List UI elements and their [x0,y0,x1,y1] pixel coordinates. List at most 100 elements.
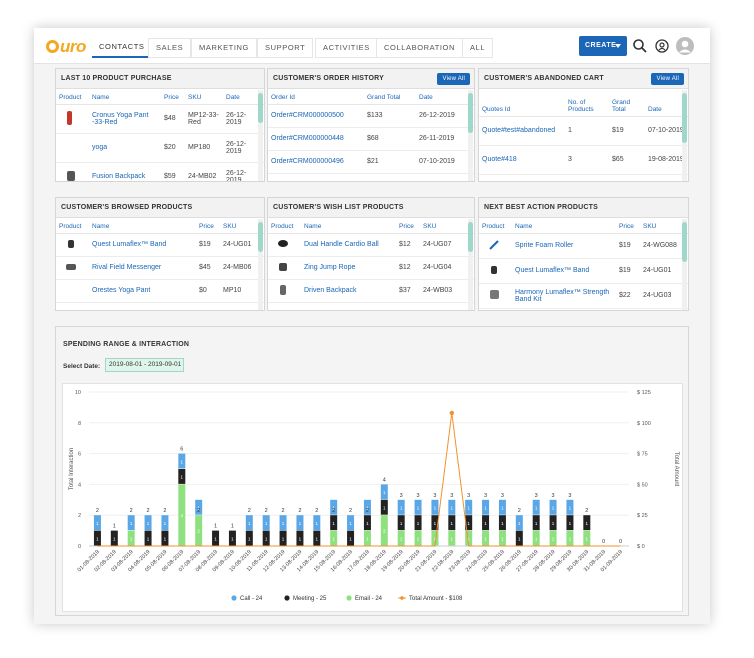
bar-segment-label: 1 [400,506,403,511]
product-name-link[interactable]: Rival Field Messenger [89,256,196,280]
table-row[interactable]: Quote#418 3 $65 19-08-2019 [479,145,688,175]
bar-segment-label: 1 [451,506,454,511]
table-row[interactable]: Quest Lumaflex™ Band $19 24-UG01 [56,233,264,257]
table-row[interactable]: Order#CRM000000500 $133 26-12-2019 [268,104,474,128]
foam-roller-image-icon [489,239,499,250]
table-row[interactable]: Dual Handle Cardio Ball $12 24-UG07 [268,233,474,257]
table-row[interactable]: Order#CRM000000443$2112-09-2019 [268,173,474,181]
table-row[interactable]: Zing Jump Rope $12 24-UG04 [268,256,474,280]
order-id-link[interactable]: Order#CRM000000500 [268,104,364,128]
nav-tab-support[interactable]: SUPPORT [257,38,314,58]
product-price [196,302,220,310]
bar-segment-label: 1 [434,536,437,541]
help-icon[interactable] [654,38,670,54]
order-id-link[interactable]: Order#CRM000000496 [268,150,364,174]
brand-logo[interactable]: uro [46,37,86,57]
product-thumbnail [268,256,301,280]
bar-segment-label: 1 [349,536,352,541]
product-name-link[interactable] [89,302,196,310]
nav-tab-marketing[interactable]: MARKETING [191,38,257,58]
nav-tab-contacts[interactable]: CONTACTS [92,38,152,58]
table-row[interactable] [268,302,474,310]
bar-segment-label: 1 [434,521,437,526]
bar-segment [380,515,388,546]
bar-segment [161,515,169,531]
table-row[interactable]: Fusion Backpack $59 24-MB02 26-12-2019 [56,162,264,181]
bar-segment [363,515,371,531]
bar-total-label: 3 [568,493,571,499]
table-row[interactable]: yoga $20 MP180 26-12-2019 [56,133,264,163]
product-name-link[interactable]: Cronus Yoga Pant -33-Red [89,104,161,134]
band-kit-image-icon [490,290,499,299]
nav-tab-all[interactable]: ALL [462,38,494,58]
scrollbar-thumb[interactable] [682,93,687,143]
scrollbar-thumb[interactable] [258,93,263,123]
column-header: Price [196,218,220,234]
product-name-link[interactable] [301,302,396,310]
bar-segment-label: 1 [96,521,99,526]
bar-segment-label: 1 [332,536,335,541]
table-row[interactable]: Order#CRM000000448 $68 26-11-2019 [268,127,474,151]
product-name-link[interactable]: Orestes Yoga Pant [89,279,196,303]
user-avatar-icon[interactable] [676,37,694,55]
table-row[interactable]: Quote#test#abandoned 1 $19 07-10-2019 [479,116,688,146]
product-name-link[interactable]: Fusion Backpack [89,162,161,181]
view-all-button[interactable]: View All [437,73,470,85]
bar-segment [262,530,270,546]
table-row[interactable]: Quest Lumaflex™ Band $19 24-UG01 [479,258,688,284]
bar-segment [448,515,456,531]
bar-total-label: 3 [417,493,420,499]
table-row[interactable]: Rival Field Messenger $45 24-MB06 [56,256,264,280]
bar-segment [448,530,456,546]
bag-image-icon [66,263,76,270]
product-name-link[interactable]: Sprite Foam Roller [512,233,616,259]
nav-tab-collaboration[interactable]: COLLABORATION [376,38,464,58]
column-header: SKU [640,218,688,234]
view-all-button[interactable]: View All [651,73,684,85]
product-name-link[interactable]: Quest Lumaflex™ Band [512,258,616,284]
date-range-picker[interactable]: 2019-08-01 - 2019-09-01 [105,358,184,372]
create-button[interactable]: CREATE [579,36,627,56]
purchase-date: 26-12-2019 [223,104,264,134]
table-row[interactable]: 24- [56,302,264,310]
bar-segment [465,530,473,546]
nav-tab-activities[interactable]: ACTIVITIES [315,38,378,58]
column-header: Name [512,218,616,234]
abandoned-cart-table: Quotes Id No. of Products Grand Total Da… [479,89,688,175]
table-row[interactable]: Sprite Foam Roller $19 24-WG088 [479,233,688,259]
product-name-link[interactable]: yoga [89,133,161,163]
product-name-link[interactable]: Zing Jump Rope [301,256,396,280]
quote-total: $65 [609,145,645,175]
scrollbar-thumb[interactable] [258,222,263,252]
quote-id-link[interactable]: Quote#test#abandoned [479,116,565,146]
scrollbar-thumb[interactable] [468,222,473,252]
order-id-link[interactable]: Order#CRM000000448 [268,127,364,151]
product-name-link[interactable]: Dual Handle Cardio Ball [301,233,396,257]
table-row[interactable]: Harmony Lumaflex™ Strength Band Kit $22 24… [479,283,688,309]
order-total: $21 [364,150,416,174]
product-price: $12 [396,233,420,257]
bar-segment-label: 1 [535,506,538,511]
product-thumbnail [268,279,301,303]
next-best-action-panel: NEXT BEST ACTION PRODUCTS Product Name P… [478,197,689,311]
y2-tick-label: $ 25 [637,513,648,519]
table-row[interactable]: Cronus Yoga Pant -33-Red $48 MP12-33-Red… [56,104,264,134]
table-row[interactable]: Driven Backpack $37 24-WB03 [268,279,474,303]
table-row[interactable]: Order#CRM000000496 $21 07-10-2019 [268,150,474,174]
order-total: $21 [364,173,416,181]
order-id-link[interactable]: Order#CRM000000443 [268,173,364,181]
product-name-link[interactable]: Driven Backpack [301,279,396,303]
bar-segment [482,530,490,546]
bar-segment-label: 1 [332,521,335,526]
product-name-link[interactable]: Harmony Lumaflex™ Strength Band Kit [512,283,616,309]
column-header: Quotes Id [479,89,565,117]
scrollbar-thumb[interactable] [682,222,687,262]
nav-tab-sales[interactable]: SALES [148,38,192,58]
product-name-link[interactable]: Quest Lumaflex™ Band [89,233,196,257]
bar-segment-label: 1 [164,536,167,541]
search-icon[interactable] [632,38,648,54]
scrollbar-thumb[interactable] [468,93,473,133]
quote-id-link[interactable]: Quote#418 [479,145,565,175]
product-price: $19 [196,233,220,257]
table-row[interactable]: Orestes Yoga Pant $0 MP10 [56,279,264,303]
